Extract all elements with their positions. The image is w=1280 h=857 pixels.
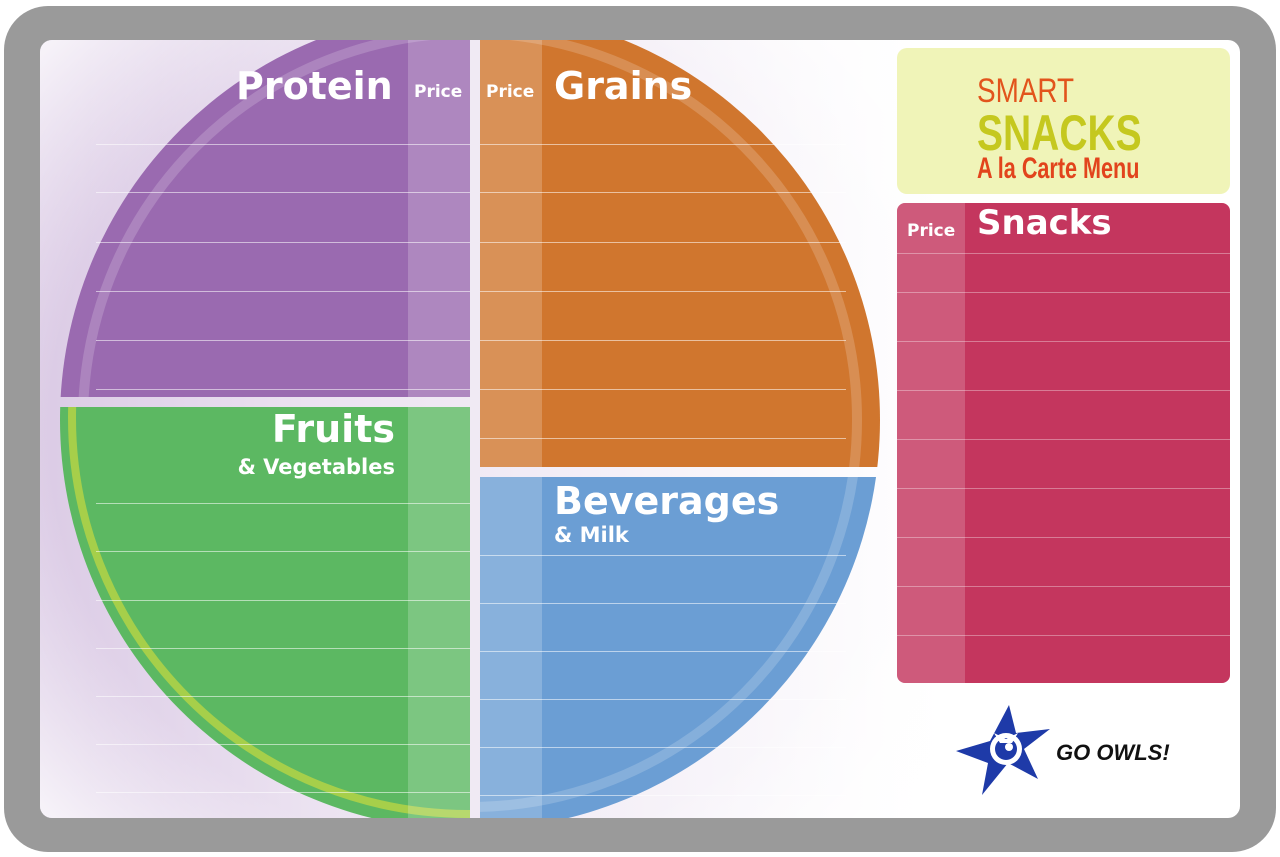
- beverages-section: Beverages & Milk: [480, 477, 940, 818]
- snacks-line: [897, 390, 1230, 391]
- fruits-price-column: [408, 407, 470, 818]
- protein-line: [96, 192, 470, 193]
- protein-line: [96, 242, 470, 243]
- snacks-price-column: [897, 203, 965, 683]
- beverages-line: [480, 699, 846, 700]
- snacks-line: [897, 635, 1230, 636]
- grains-price-label: Price: [486, 82, 535, 102]
- snacks-price-label: Price: [907, 221, 956, 241]
- snacks-section: Price Snacks: [897, 203, 1230, 683]
- protein-line: [96, 144, 470, 145]
- protein-section: Protein Price: [40, 40, 470, 397]
- fruits-line: [96, 600, 470, 601]
- banner-line-smart: SMART: [977, 72, 1075, 110]
- protein-title: Protein: [236, 64, 393, 108]
- fruits-title: Fruits: [271, 407, 395, 451]
- fruits-line: [96, 792, 470, 793]
- fruits-line: [96, 696, 470, 697]
- grains-line: [480, 438, 846, 439]
- grains-section: Price Grains: [480, 40, 940, 467]
- menu-board: Protein Price Price Grains Fruits & Vege…: [40, 40, 1240, 818]
- banner-line-snacks: SNACKS: [977, 105, 1142, 161]
- smart-snacks-banner: SMART SNACKS A la Carte Menu: [897, 48, 1230, 194]
- go-owls-slogan: GO OWLS!: [1056, 740, 1170, 765]
- fruits-line: [96, 648, 470, 649]
- grains-line: [480, 389, 846, 390]
- grains-price-column: [480, 40, 542, 467]
- beverages-line: [480, 651, 846, 652]
- fruits-line: [96, 551, 470, 552]
- beverages-line: [480, 603, 846, 604]
- beverages-price-column: [480, 477, 542, 818]
- grains-line: [480, 291, 846, 292]
- snacks-line: [897, 586, 1230, 587]
- beverages-title: Beverages: [554, 479, 780, 523]
- grains-title: Grains: [554, 64, 693, 108]
- protein-line: [96, 291, 470, 292]
- snacks-line: [897, 439, 1230, 440]
- grains-line: [480, 242, 846, 243]
- beverages-subtitle: & Milk: [554, 523, 629, 547]
- snacks-line: [897, 253, 1230, 254]
- snacks-line: [897, 292, 1230, 293]
- beverages-line: [480, 795, 846, 796]
- fruits-section: Fruits & Vegetables: [40, 407, 470, 818]
- protein-line: [96, 389, 470, 390]
- banner-line-menu: A la Carte Menu: [977, 152, 1140, 185]
- snacks-line: [897, 341, 1230, 342]
- grains-line: [480, 144, 846, 145]
- grains-line: [480, 340, 846, 341]
- fruits-subtitle: & Vegetables: [237, 455, 395, 479]
- snacks-title: Snacks: [977, 203, 1112, 243]
- grains-line: [480, 192, 846, 193]
- snacks-line: [897, 537, 1230, 538]
- beverages-line: [480, 555, 846, 556]
- fruits-line: [96, 744, 470, 745]
- beverages-line: [480, 747, 846, 748]
- protein-line: [96, 340, 470, 341]
- protein-price-column: [408, 40, 470, 397]
- owl-star-icon: [956, 705, 1050, 795]
- snacks-line: [897, 488, 1230, 489]
- protein-price-label: Price: [414, 82, 463, 102]
- fruits-line: [96, 503, 470, 504]
